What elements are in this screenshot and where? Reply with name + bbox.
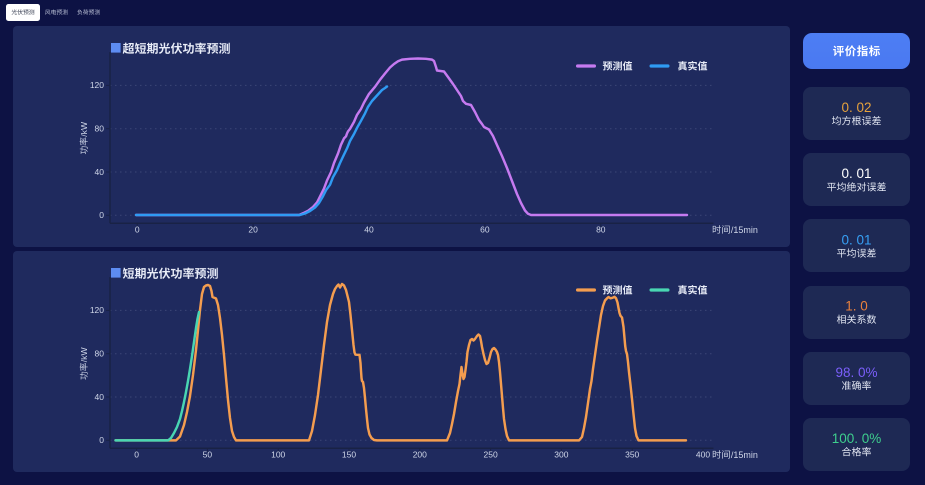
svg-text:98. 0%: 98. 0%	[835, 365, 877, 380]
svg-text:200: 200	[413, 450, 427, 460]
svg-text:80: 80	[95, 124, 105, 134]
svg-text:0: 0	[135, 225, 140, 235]
svg-text:/kW: /kW	[79, 347, 89, 363]
svg-text:60: 60	[480, 225, 490, 235]
svg-text:120: 120	[90, 305, 104, 315]
svg-text:/15min: /15min	[731, 225, 758, 235]
svg-text:80: 80	[596, 225, 606, 235]
svg-text:300: 300	[554, 450, 568, 460]
svg-text:/kW: /kW	[79, 121, 89, 137]
svg-text:20: 20	[248, 225, 258, 235]
svg-text:150: 150	[342, 450, 356, 460]
svg-text:80: 80	[95, 349, 105, 359]
svg-text:400: 400	[696, 450, 710, 460]
svg-text:100. 0%: 100. 0%	[832, 431, 882, 446]
svg-text:40: 40	[95, 392, 105, 402]
svg-text:100: 100	[271, 450, 285, 460]
svg-text:50: 50	[203, 450, 213, 460]
svg-text:1. 0: 1. 0	[845, 299, 868, 314]
svg-text:120: 120	[90, 80, 104, 90]
svg-text:40: 40	[95, 167, 105, 177]
svg-text:/15min: /15min	[731, 450, 758, 460]
svg-text:250: 250	[484, 450, 498, 460]
svg-text:0. 02: 0. 02	[841, 100, 871, 115]
svg-text:350: 350	[625, 450, 639, 460]
svg-text:0: 0	[134, 450, 139, 460]
svg-text:0: 0	[99, 435, 104, 445]
svg-text:0. 01: 0. 01	[841, 166, 871, 181]
svg-text:0: 0	[99, 210, 104, 220]
svg-text:0. 01: 0. 01	[841, 232, 871, 247]
svg-text:40: 40	[364, 225, 374, 235]
